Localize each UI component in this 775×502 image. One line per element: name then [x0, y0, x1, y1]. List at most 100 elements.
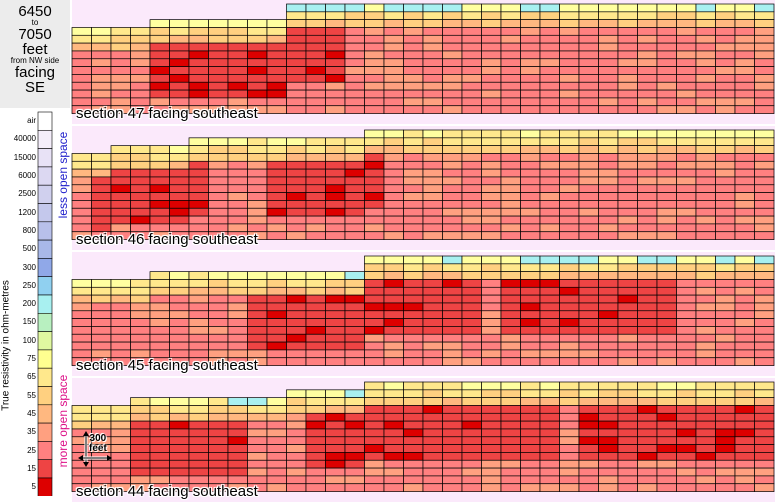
heatmap-cell	[520, 231, 541, 240]
heatmap-cell	[754, 286, 775, 296]
heatmap-cell	[676, 160, 697, 170]
heatmap-cell	[266, 207, 287, 217]
heatmap-cell	[325, 81, 346, 91]
heatmap-cell	[656, 231, 677, 240]
heatmap-cell	[676, 310, 697, 319]
section-label: section 46 facing southeast	[76, 231, 258, 248]
heatmap-cell	[422, 483, 443, 492]
heatmap-cell	[539, 74, 560, 83]
heatmap-cell	[559, 145, 580, 154]
heatmap-cell	[305, 34, 326, 44]
heatmap-cell	[481, 200, 502, 209]
heatmap-cell	[500, 444, 521, 453]
heatmap-cell	[71, 310, 92, 319]
heatmap-cell	[403, 255, 424, 265]
heatmap-cell	[344, 89, 365, 99]
heatmap-cell	[539, 318, 560, 327]
heatmap-cell	[715, 436, 736, 445]
heatmap-cell	[656, 436, 677, 445]
heatmap-cell	[325, 184, 346, 193]
heatmap-cell	[617, 50, 638, 60]
heatmap-cell	[656, 286, 677, 296]
heatmap-cell	[130, 184, 151, 193]
heatmap-cell	[754, 66, 775, 75]
heatmap-cell	[188, 215, 209, 225]
heatmap-cell	[247, 176, 268, 186]
heatmap-cell	[500, 27, 521, 36]
heatmap-cell	[617, 27, 638, 36]
heatmap-cell	[110, 294, 131, 304]
heatmap-cell	[422, 34, 443, 44]
heatmap-cell	[715, 192, 736, 201]
heatmap-cell	[364, 279, 385, 288]
heatmap-cell	[481, 192, 502, 201]
heatmap-cell	[188, 160, 209, 170]
heatmap-cell	[266, 436, 287, 445]
heatmap-cell	[422, 389, 443, 399]
heatmap-cell	[442, 3, 463, 13]
heatmap-cell	[149, 271, 170, 280]
heatmap-cell	[169, 405, 190, 414]
heatmap-cell	[500, 137, 521, 147]
heatmap-cell	[325, 153, 346, 162]
heatmap-cell	[461, 302, 482, 312]
heatmap-cell	[676, 428, 697, 438]
heatmap-cell	[188, 467, 209, 477]
legend-tick-label: 200	[22, 299, 36, 309]
heatmap-cell	[598, 428, 619, 438]
heatmap-cell	[676, 302, 697, 312]
heatmap-cell	[344, 405, 365, 414]
heatmap-cell	[344, 19, 365, 28]
heatmap-cell	[305, 286, 326, 296]
heatmap-cell	[71, 27, 92, 36]
heatmap-cell	[715, 357, 736, 366]
heatmap-cell	[695, 89, 716, 99]
heatmap-cell	[578, 420, 599, 430]
heatmap-cell	[344, 184, 365, 193]
heatmap-cell	[461, 286, 482, 296]
heatmap-cell	[422, 74, 443, 83]
heatmap-cell	[676, 3, 697, 13]
heatmap-cell	[325, 105, 346, 114]
heatmap-cell	[110, 160, 131, 170]
heatmap-cell	[91, 310, 112, 319]
heatmap-cell	[247, 271, 268, 280]
heatmap-cell	[461, 263, 482, 273]
heatmap-cell	[442, 137, 463, 147]
heatmap-cell	[344, 302, 365, 312]
heatmap-cell	[656, 341, 677, 351]
section-panel: section 44 facing southeast	[71, 378, 775, 502]
heatmap-cell	[637, 255, 658, 265]
heatmap-cell	[598, 459, 619, 469]
heatmap-cell	[637, 271, 658, 280]
heatmap-cell	[481, 279, 502, 288]
heatmap-cell	[247, 326, 268, 335]
heatmap-cell	[617, 97, 638, 107]
heatmap-cell	[715, 412, 736, 422]
heatmap-cell	[442, 428, 463, 438]
heatmap-cell	[344, 341, 365, 351]
heatmap-cell	[559, 475, 580, 485]
heatmap-cell	[364, 444, 385, 453]
heatmap-cell	[71, 302, 92, 312]
heatmap-cell	[676, 326, 697, 335]
heatmap-cell	[188, 436, 209, 445]
heatmap-cell	[364, 357, 385, 366]
heatmap-cell	[754, 89, 775, 99]
heatmap-cell	[617, 428, 638, 438]
heatmap-cell	[676, 168, 697, 178]
heatmap-cell	[598, 176, 619, 186]
heatmap-cell	[286, 3, 307, 13]
heatmap-cell	[286, 389, 307, 399]
heatmap-cell	[364, 97, 385, 107]
heatmap-cell	[734, 11, 755, 21]
heatmap-cell	[403, 200, 424, 209]
heatmap-cell	[461, 444, 482, 453]
heatmap-cell	[227, 467, 248, 477]
heatmap-cell	[656, 89, 677, 99]
heatmap-cell	[383, 341, 404, 351]
heatmap-cell	[266, 42, 287, 52]
heatmap-cell	[734, 357, 755, 366]
heatmap-cell	[344, 192, 365, 201]
heatmap-cell	[286, 97, 307, 107]
